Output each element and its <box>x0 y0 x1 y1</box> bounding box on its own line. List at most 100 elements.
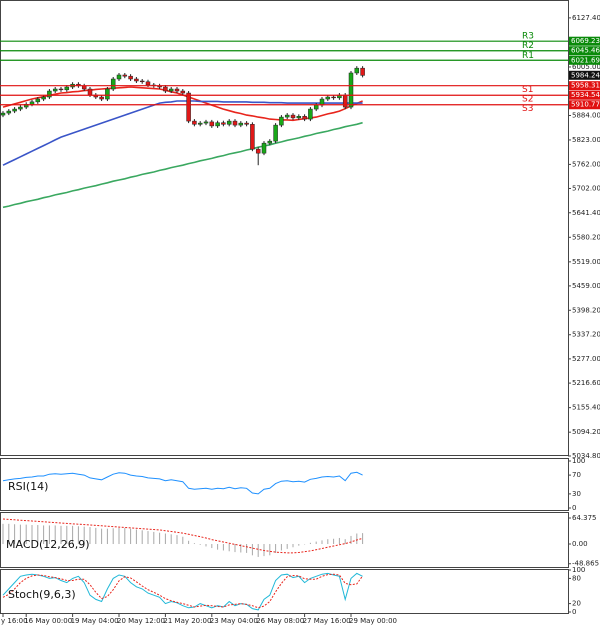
y-tick-label: 80 <box>572 574 581 582</box>
level-tag <box>569 100 600 110</box>
y-tick-label: 6005.00 <box>572 63 600 71</box>
candle-body <box>209 121 215 127</box>
level-value: 5958.31 <box>571 82 600 90</box>
candle-body <box>174 88 180 92</box>
level-label: R1 <box>522 51 534 61</box>
panel-label: RSI(14) <box>8 480 48 493</box>
y-tick-label: 5519.00 <box>572 258 600 266</box>
level-label: R3 <box>522 32 534 42</box>
x-tick-label: 23 May 04:00 <box>210 617 258 625</box>
candle-body <box>29 101 35 105</box>
candle-body <box>267 140 273 144</box>
macd-bar <box>153 531 155 545</box>
y-tick-label: 6127.40 <box>572 14 600 22</box>
rsi-panel <box>0 458 569 511</box>
candle-body <box>6 110 12 114</box>
candle-body <box>203 121 209 124</box>
macd-bar <box>31 525 33 545</box>
candle-body <box>215 122 220 127</box>
candle-body <box>180 90 186 94</box>
moving-average <box>2 121 363 209</box>
y-tick-label: 5762.00 <box>572 160 600 168</box>
y-tick-label: 5702.00 <box>572 184 600 192</box>
candle-body <box>197 122 203 125</box>
candle-body <box>273 124 278 142</box>
candle-body <box>244 122 249 125</box>
candle-body <box>122 74 128 77</box>
macd-bar <box>48 525 50 545</box>
y-tick-label: 0.00 <box>572 540 588 548</box>
candle-body <box>64 86 70 91</box>
macd-bar <box>188 540 190 545</box>
candle-body <box>284 114 290 118</box>
candle-body <box>0 112 6 116</box>
last-price-label: 5984.24 <box>571 71 600 79</box>
macd-bar <box>43 525 45 545</box>
macd-bar <box>222 544 224 551</box>
macd-bar <box>338 537 340 545</box>
candle-body <box>87 88 93 96</box>
macd-bar <box>298 544 300 546</box>
level-value: 5934.54 <box>571 91 600 99</box>
macd-bar <box>193 543 195 545</box>
macd-bar <box>344 539 346 545</box>
macd-bar <box>228 544 230 552</box>
macd-bar <box>60 525 62 545</box>
y-tick-label: 5884.00 <box>572 111 600 119</box>
macd-bar <box>199 544 201 545</box>
candle-body <box>360 67 365 76</box>
macd-bar <box>83 526 85 545</box>
candle-body <box>296 116 302 119</box>
level-value: 6069.23 <box>571 37 600 45</box>
macd-bar <box>141 530 143 545</box>
candle-body <box>128 75 133 80</box>
last-price-tag <box>569 70 600 80</box>
level-label: S3 <box>522 104 533 114</box>
y-tick-label: 5641.40 <box>572 209 600 217</box>
y-tick-label: 5094.20 <box>572 428 600 436</box>
macd-bar <box>106 528 108 545</box>
candle-body <box>105 88 110 100</box>
candle-body <box>313 104 319 110</box>
macd-bar <box>234 544 236 553</box>
candle-body <box>41 96 46 100</box>
macd-bar <box>269 544 271 556</box>
y-tick-label: 30 <box>572 490 581 498</box>
y-tick-label: 5277.00 <box>572 355 600 363</box>
y-tick-label: 5155.40 <box>572 404 600 412</box>
macd-bar <box>362 533 364 545</box>
macd-bar <box>135 529 137 545</box>
macd-bar <box>257 544 259 557</box>
candle-body <box>81 85 87 90</box>
macd-bar <box>217 544 219 550</box>
macd-bar <box>356 533 358 545</box>
candle-body <box>238 122 244 126</box>
level-label: R2 <box>522 41 534 51</box>
candle-body <box>348 72 354 108</box>
y-tick-label: 20 <box>572 600 581 608</box>
candle-body <box>168 88 174 92</box>
x-tick-label: 27 May 16:00 <box>303 617 351 625</box>
macd-bar <box>14 524 16 545</box>
candle-body <box>58 88 64 91</box>
macd-bar <box>327 539 329 545</box>
x-tick-label: 29 May 00:00 <box>349 617 397 625</box>
macd-bar <box>309 542 311 545</box>
macd-bar <box>170 534 172 545</box>
candle-body <box>232 120 238 126</box>
candle-body <box>186 92 191 122</box>
y-tick-label: 5459.00 <box>572 282 600 290</box>
macd-bar <box>25 524 27 545</box>
macd-bar <box>211 544 213 549</box>
macd-bar <box>8 523 10 545</box>
macd-panel <box>0 512 569 568</box>
candle-body <box>35 98 41 103</box>
macd-bar <box>292 544 294 548</box>
stoch-d <box>2 573 364 609</box>
level-value: 5910.77 <box>571 101 600 109</box>
y-tick-label: 5034.80 <box>572 452 600 460</box>
macd-bar <box>176 535 178 545</box>
candle-body <box>139 80 145 83</box>
candle-body <box>12 108 17 112</box>
